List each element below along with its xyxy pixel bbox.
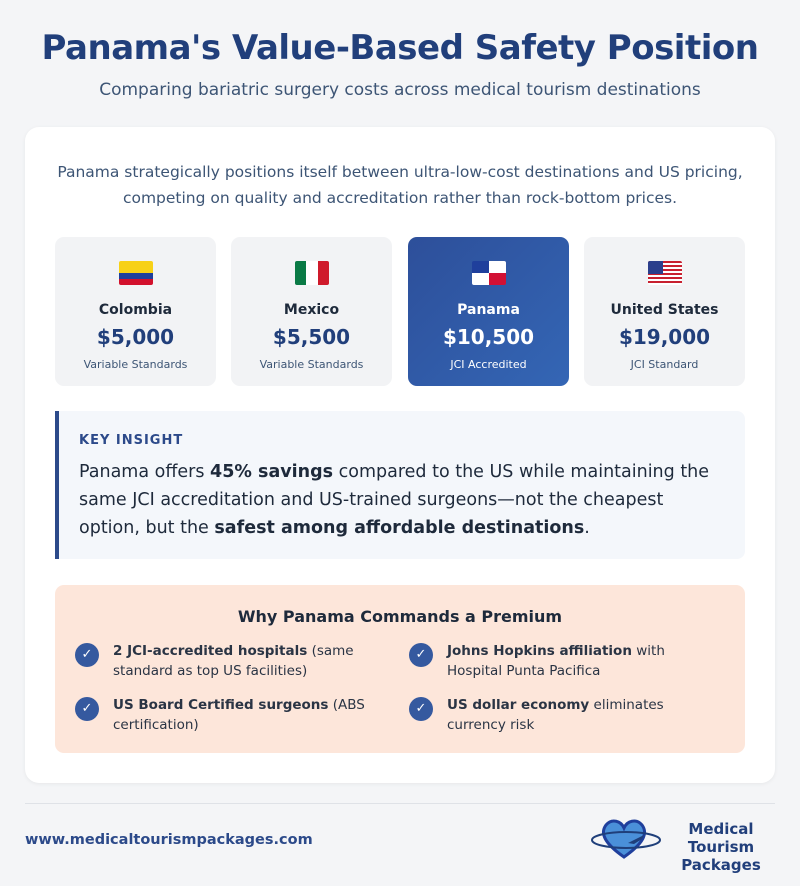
intro-text: Panama strategically positions itself be…: [57, 163, 743, 207]
text: compared to the US while maintaining the…: [79, 462, 710, 538]
item-bold: 2 JCI-accredited hospitals: [113, 643, 308, 659]
footer-divider: [25, 803, 775, 804]
country-name: Colombia: [98, 302, 173, 318]
check-icon: ✓: [75, 697, 99, 721]
country-standard: Variable Standards: [83, 358, 188, 371]
check-icon: ✓: [409, 643, 433, 667]
premium-item: ✓ Johns Hopkins affiliation with Hospital…: [409, 641, 699, 681]
key-insight-box: KEY INSIGHT Panama offers 45% savings co…: [55, 411, 745, 559]
country-price: $5,000: [96, 325, 175, 349]
page-subtitle: Comparing bariatric surgery costs across…: [99, 80, 701, 100]
country-card-united-states: United States $19,000 JCI Standard: [584, 237, 745, 386]
logo-text: Medical Tourism Packages: [662, 820, 780, 874]
savings-highlight: 45% savings: [210, 462, 334, 482]
premium-item: ✓ US dollar economy eliminates currency r…: [409, 695, 699, 735]
colombia-flag-icon: [118, 261, 153, 285]
country-standard: Variable Standards: [259, 358, 364, 371]
page-title: Panama's Value-Based Safety Position: [41, 28, 759, 68]
logo-line: Medical Tourism: [687, 820, 755, 856]
premium-item: ✓ 2 JCI-accredited hospitals (same standa…: [75, 641, 365, 681]
item-bold: Johns Hopkins affiliation: [447, 643, 632, 659]
text: Panama offers: [79, 462, 211, 482]
premium-title: Why Panama Commands a Premium: [237, 607, 563, 626]
country-standard: JCI Accredited: [450, 358, 527, 371]
country-name: United States: [610, 302, 719, 318]
country-name: Mexico: [283, 302, 340, 318]
country-price: $19,000: [618, 325, 711, 349]
heart-plane-icon: [591, 819, 661, 859]
key-insight-text: Panama offers 45% savings compared to th…: [79, 458, 725, 542]
website-link[interactable]: www.medicaltourismpackages.com: [25, 832, 313, 848]
logo-line: Packages: [681, 856, 761, 874]
country-card-mexico: Mexico $5,500 Variable Standards: [231, 237, 392, 386]
panama-flag-icon: [471, 261, 506, 285]
safety-highlight: safest among affordable destinations: [214, 518, 585, 538]
item-text: (ABS certification): [113, 697, 365, 733]
item-bold: US Board Certified surgeons: [113, 697, 329, 713]
item-bold: US dollar economy: [447, 697, 590, 713]
brand-logo: Medical Tourism Packages: [590, 815, 780, 874]
key-insight-label: KEY INSIGHT: [79, 433, 184, 448]
item-text: with Hospital Punta Pacifica: [447, 643, 665, 679]
check-icon: ✓: [409, 697, 433, 721]
country-card-colombia: Colombia $5,000 Variable Standards: [55, 237, 216, 386]
mexico-flag-icon: [294, 261, 329, 285]
text: .: [584, 518, 590, 538]
premium-box: Why Panama Commands a Premium ✓ 2 JCI-acc…: [55, 585, 745, 753]
country-standard: JCI Standard: [630, 358, 699, 371]
check-icon: ✓: [75, 643, 99, 667]
country-name: Panama: [457, 302, 520, 318]
content-card: Panama strategically positions itself be…: [25, 127, 775, 783]
country-price: $10,500: [442, 325, 535, 349]
item-text: (same standard as top US facilities): [113, 643, 354, 679]
premium-item: ✓ US Board Certified surgeons (ABS certif…: [75, 695, 365, 735]
us-flag-icon: [647, 261, 682, 285]
country-card-panama: Panama $10,500 JCI Accredited: [408, 237, 569, 386]
country-price: $5,500: [272, 325, 351, 349]
item-text: eliminates currency risk: [447, 697, 664, 733]
